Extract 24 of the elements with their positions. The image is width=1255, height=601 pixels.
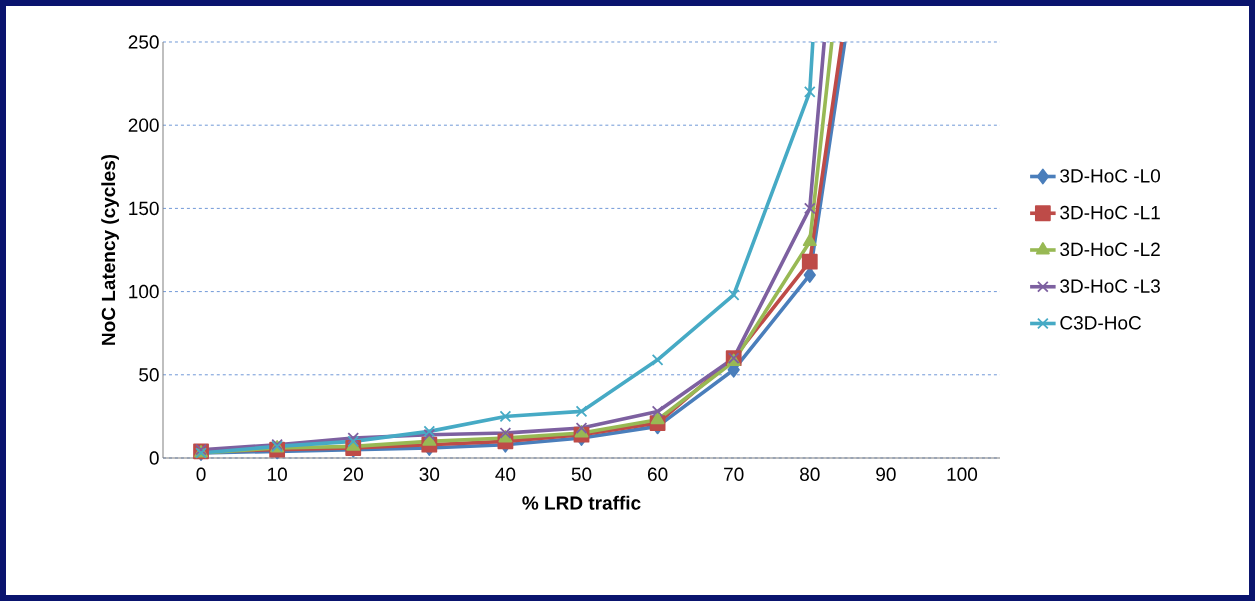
x-tick-label: 20: [343, 467, 364, 481]
x-tick-label: 0: [196, 467, 206, 481]
x-tick-label: 30: [419, 467, 440, 481]
y-axis-title: NoC Latency (cycles): [101, 154, 119, 345]
legend-label: 3D-HoC -L0: [1060, 169, 1160, 183]
y-tick-label: 200: [128, 118, 159, 132]
y-tick-label: 150: [129, 201, 159, 216]
legend-label: 3D-HoC -L1: [1060, 205, 1160, 220]
x-axis-title: % LRD traffic: [522, 495, 641, 510]
legend-label: 3D-HoC -L2: [1060, 242, 1160, 257]
x-tick-label: 70: [724, 467, 744, 481]
x-tick-label: 90: [876, 467, 896, 481]
x-tick-label: 40: [495, 467, 516, 481]
x-tick-label: 100: [947, 467, 978, 481]
y-tick-label: 250: [128, 35, 159, 49]
y-tick-label: 50: [139, 368, 159, 382]
y-tick-label: 100: [129, 284, 159, 299]
x-tick-label: 60: [648, 467, 668, 481]
x-tick-label: 80: [800, 467, 820, 481]
y-tick-label: 0: [149, 451, 159, 465]
x-tick-label: 10: [268, 467, 287, 481]
legend-label: 3D-HoC -L3: [1060, 279, 1160, 293]
x-tick-label: 50: [571, 467, 592, 481]
legend-label: C3D-HoC: [1060, 316, 1142, 330]
